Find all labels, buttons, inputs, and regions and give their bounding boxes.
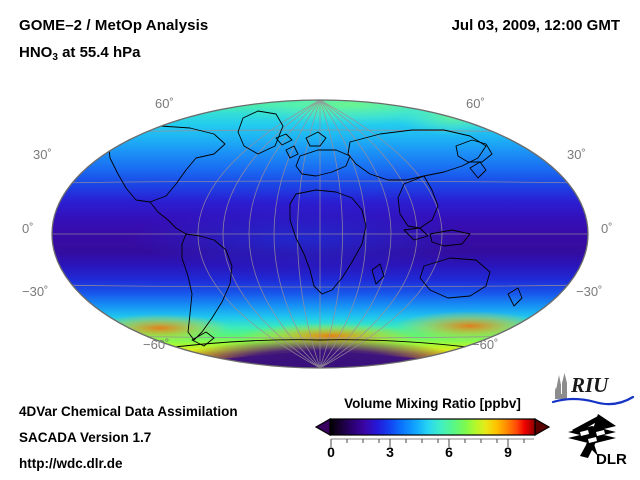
coastline-antarctic-peninsula: [191, 331, 215, 347]
coastline-siberia-east: [455, 139, 493, 163]
colorbar-cap-high: [534, 417, 550, 437]
lat-label-60n-left: 60˚: [155, 96, 174, 111]
cathedral-spires-icon: [555, 373, 567, 399]
colorbar-ticks: [330, 438, 534, 447]
tropical-minimum-layer: [130, 206, 470, 270]
meridian-p30: [319, 100, 343, 368]
coastline-british-isles: [285, 145, 299, 159]
coastline-europe: [295, 149, 351, 177]
lat-label-0-left: 0˚: [22, 221, 34, 236]
page-title: GOME–2 / MetOp Analysis: [19, 17, 209, 34]
coastline-australia: [419, 257, 491, 299]
colorbar: Volume Mixing Ratio [ppbv]: [315, 396, 550, 468]
graticule: [52, 100, 588, 368]
datetime-label: Jul 03, 2009, 12:00 GMT: [451, 17, 620, 34]
coastline-iceland: [275, 133, 293, 146]
coastline-africa: [289, 189, 367, 295]
coastline-japan: [469, 161, 487, 179]
coastlines: [83, 110, 523, 351]
coastline-asia: [347, 129, 487, 181]
riu-swoosh-icon: [551, 395, 635, 406]
meridian-p60: [319, 100, 367, 368]
coastline-central-america: [149, 201, 187, 235]
meridian-m150: [197, 100, 321, 368]
method-label: 4DVar Chemical Data Assimilation: [19, 404, 238, 419]
version-label: SACADA Version 1.7: [19, 430, 152, 445]
coastline-se-asia: [397, 175, 439, 229]
lat-label-0-right: 0˚: [601, 221, 613, 236]
dlr-logo: DLR: [568, 414, 627, 468]
coastline-antarctica: [149, 339, 493, 351]
lat-label-30n-left: 30˚: [33, 147, 52, 162]
meridian-m30: [297, 100, 321, 368]
colorbar-gradient: [329, 418, 536, 436]
meridian-p120: [319, 100, 418, 368]
dlr-mark-icon: [568, 414, 616, 458]
lat-label-30s-left: −30˚: [22, 284, 49, 299]
coastline-new-zealand: [507, 287, 523, 307]
lat-label-30n-right: 30˚: [567, 147, 586, 162]
colorbar-cap-low: [315, 417, 331, 437]
colorbar-tick-label-0: 0: [327, 444, 335, 460]
species-subscript: 3: [52, 52, 58, 63]
coastline-north-america: [107, 125, 226, 203]
world-map: 60˚ 30˚ 0˚ −30˚ −60˚ 60˚ 30˚ 0˚ −30˚ −60…: [0, 88, 640, 380]
colorbar-title: Volume Mixing Ratio [ppbv]: [344, 396, 521, 411]
lat-label-30s-right: −30˚: [576, 284, 603, 299]
lat-label-60s-right: −60˚: [472, 337, 499, 352]
meridian-p150: [319, 100, 443, 368]
meridian-m120: [222, 100, 321, 368]
coastline-south-america: [181, 233, 233, 341]
colorbar-tick-label-3: 3: [386, 444, 394, 460]
warm-anomaly-south-pacific: [395, 311, 545, 341]
coastline-scandinavia: [305, 131, 327, 147]
species-prefix: HNO: [19, 44, 53, 61]
coastline-borneo: [403, 227, 429, 241]
species-subtitle: HNO3 at 55.4 hPa: [19, 44, 141, 63]
meridian-p90: [319, 100, 392, 368]
coastline-alaska: [83, 135, 113, 155]
colorbar-tick-label-9: 9: [504, 444, 512, 460]
coastline-madagascar: [371, 263, 385, 285]
coastline-greenland: [237, 110, 284, 155]
mollweide-map-svg: [51, 99, 589, 369]
globe-outline: [51, 99, 589, 369]
meridian-m60: [273, 100, 321, 368]
riu-wordmark: RIU: [570, 373, 610, 397]
riu-logo: RIU: [551, 373, 635, 406]
lat-label-60s-left: −60˚: [143, 337, 170, 352]
colorbar-tick-label-6: 6: [445, 444, 453, 460]
colorbar-svg: [315, 417, 550, 447]
species-suffix: at 55.4 hPa: [57, 44, 141, 61]
dlr-wordmark: DLR: [596, 451, 627, 468]
coastline-new-guinea: [429, 229, 471, 247]
lat-label-60n-right: 60˚: [466, 96, 485, 111]
url-label[interactable]: http://wdc.dlr.de: [19, 456, 123, 471]
